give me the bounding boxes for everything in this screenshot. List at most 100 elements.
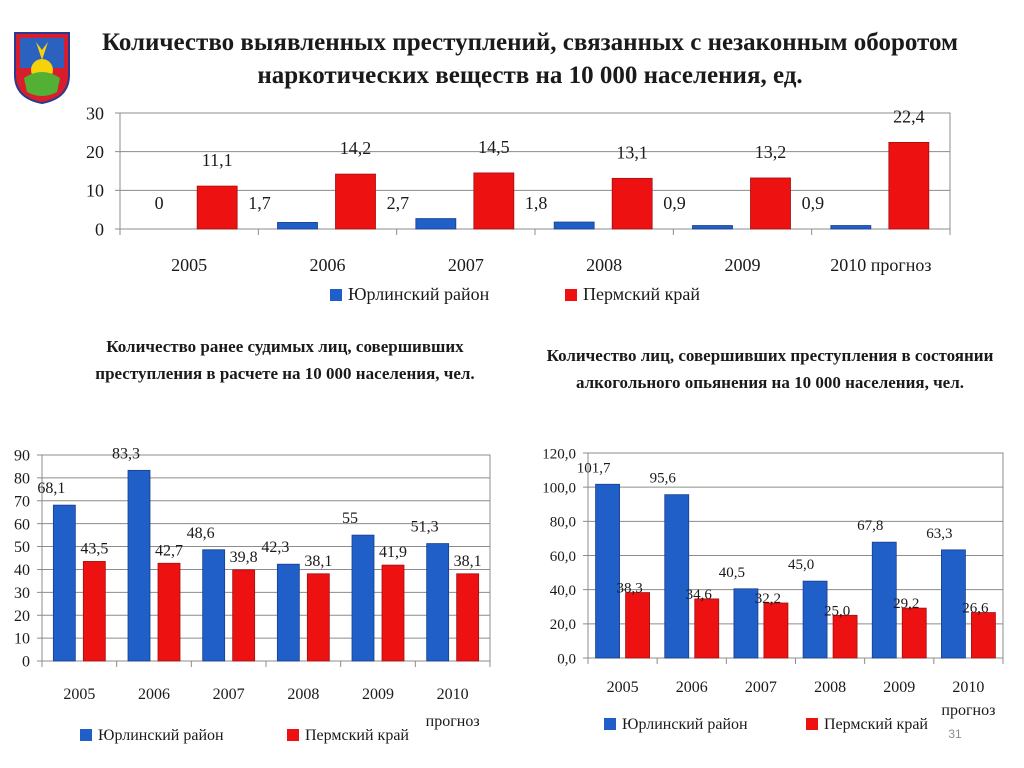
bar-yurla bbox=[595, 483, 620, 659]
data-label: 29,2 bbox=[893, 596, 919, 612]
slide-number: 31 bbox=[948, 727, 962, 741]
y-tick-label: 50 bbox=[14, 539, 30, 556]
data-label: 67,8 bbox=[857, 518, 883, 534]
data-label: 0 bbox=[155, 193, 164, 213]
y-tick-label: 10 bbox=[86, 181, 104, 201]
bar-perm bbox=[611, 177, 653, 230]
y-tick-label: 80,0 bbox=[550, 515, 576, 531]
data-label: 2,7 bbox=[387, 193, 410, 213]
bar-perm bbox=[901, 607, 927, 659]
data-label: 39,8 bbox=[230, 549, 258, 566]
bar-perm bbox=[473, 172, 515, 230]
x-category-label: 2009 bbox=[362, 686, 394, 703]
x-category-label-line2: прогноз bbox=[426, 713, 480, 730]
legend-swatch-perm bbox=[806, 718, 818, 730]
bar-yurla bbox=[802, 580, 828, 659]
bar-yurla bbox=[276, 563, 300, 662]
data-label: 11,1 bbox=[202, 150, 233, 170]
x-category-label: 2009 bbox=[883, 679, 915, 696]
data-label: 83,3 bbox=[112, 445, 140, 462]
data-label: 26,6 bbox=[962, 601, 989, 617]
y-tick-label: 20,0 bbox=[550, 617, 576, 633]
x-category-label: 2007 bbox=[745, 679, 777, 696]
bar-perm bbox=[456, 573, 480, 662]
y-tick-label: 40 bbox=[14, 562, 30, 579]
legend-swatch-perm bbox=[287, 729, 299, 741]
data-label: 101,7 bbox=[577, 460, 611, 476]
y-tick-label: 10 bbox=[14, 631, 30, 648]
bar-perm bbox=[157, 562, 181, 662]
data-label: 55 bbox=[342, 510, 358, 527]
bar-yurla bbox=[692, 225, 733, 230]
x-category-label: 2010 bbox=[952, 679, 984, 696]
bar-perm bbox=[232, 569, 256, 662]
x-category-label: 2005 bbox=[171, 255, 207, 275]
y-tick-label: 30 bbox=[14, 585, 30, 602]
chart3-title: Количество лиц, совершивших преступления… bbox=[546, 346, 994, 392]
data-label: 1,7 bbox=[248, 193, 271, 213]
legend-swatch-perm bbox=[565, 289, 577, 301]
data-label: 32,2 bbox=[755, 591, 781, 607]
x-category-label-line2: прогноз bbox=[941, 702, 995, 719]
y-tick-label: 100,0 bbox=[542, 480, 576, 496]
legend-label: Юрлинский район bbox=[98, 727, 224, 744]
data-label: 48,6 bbox=[187, 525, 215, 542]
y-tick-label: 90 bbox=[14, 448, 30, 465]
y-tick-label: 60 bbox=[14, 516, 30, 533]
bar-yurla bbox=[664, 494, 690, 659]
data-label: 34,6 bbox=[686, 587, 713, 603]
legend-swatch-yurla bbox=[80, 729, 92, 741]
bar-yurla bbox=[127, 469, 151, 662]
data-label: 22,4 bbox=[893, 106, 925, 126]
x-category-label: 2010 bbox=[437, 686, 469, 703]
data-label: 1,8 bbox=[525, 193, 548, 213]
x-category-label: 2005 bbox=[63, 686, 95, 703]
data-label: 43,5 bbox=[80, 540, 108, 557]
data-label: 63,3 bbox=[926, 526, 952, 542]
bar-perm bbox=[763, 602, 789, 659]
y-tick-label: 120,0 bbox=[542, 446, 576, 462]
data-label: 0,9 bbox=[663, 193, 686, 213]
x-category-label: 2007 bbox=[213, 686, 245, 703]
y-tick-label: 20 bbox=[86, 142, 104, 162]
data-label: 14,5 bbox=[478, 137, 510, 157]
bar-yurla bbox=[871, 541, 897, 659]
bar-perm bbox=[196, 185, 238, 230]
data-label: 38,1 bbox=[454, 553, 482, 570]
bar-yurla bbox=[351, 534, 375, 662]
bar-yurla bbox=[941, 549, 966, 659]
y-tick-label: 0 bbox=[22, 654, 30, 671]
x-category-label: 2006 bbox=[310, 255, 346, 275]
bar-yurla bbox=[426, 543, 450, 662]
x-category-label: 2010 прогноз bbox=[830, 255, 931, 275]
bar-perm bbox=[625, 592, 650, 659]
legend-label: Юрлинский район bbox=[348, 284, 490, 304]
y-tick-label: 0,0 bbox=[557, 651, 576, 667]
x-category-label: 2008 bbox=[586, 255, 622, 275]
data-label: 42,3 bbox=[261, 539, 289, 556]
data-label: 13,2 bbox=[755, 142, 787, 162]
data-label: 14,2 bbox=[340, 138, 372, 158]
bar-yurla bbox=[830, 225, 872, 230]
y-tick-label: 30 bbox=[86, 103, 104, 123]
data-label: 13,1 bbox=[616, 142, 648, 162]
x-category-label: 2007 bbox=[448, 255, 484, 275]
y-tick-label: 20 bbox=[14, 608, 30, 625]
bar-perm bbox=[694, 598, 720, 659]
bar-perm bbox=[381, 564, 405, 662]
y-tick-label: 70 bbox=[14, 493, 30, 510]
chart2-title: Количество ранее судимых лиц, совершивши… bbox=[95, 337, 475, 383]
legend-label: Юрлинский район bbox=[622, 716, 748, 733]
legend-label: Пермский край bbox=[305, 727, 409, 744]
coat-of-arms-emblem bbox=[14, 32, 70, 105]
bar-perm bbox=[971, 612, 996, 659]
data-label: 42,7 bbox=[155, 542, 183, 559]
legend-swatch-yurla bbox=[330, 289, 342, 301]
bar-yurla bbox=[202, 549, 226, 662]
y-tick-label: 80 bbox=[14, 470, 30, 487]
bar-yurla bbox=[277, 222, 318, 230]
y-tick-label: 60,0 bbox=[550, 549, 576, 565]
x-category-label: 2008 bbox=[814, 679, 846, 696]
